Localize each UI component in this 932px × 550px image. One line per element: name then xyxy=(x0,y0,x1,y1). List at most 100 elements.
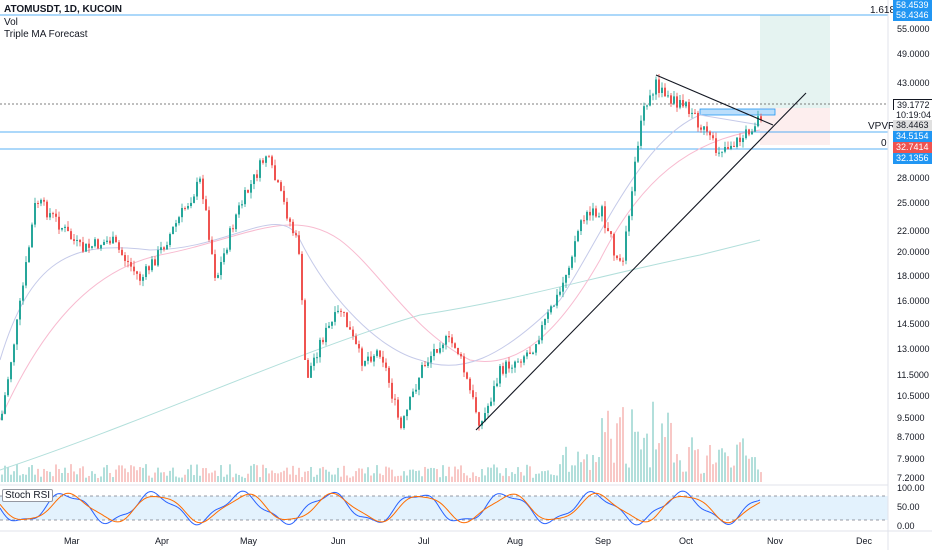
volume-bar xyxy=(262,464,264,482)
volume-bar xyxy=(502,475,504,482)
stoch-tick: 0.00 xyxy=(897,521,915,531)
volume-bar xyxy=(388,467,390,482)
volume-bar xyxy=(481,469,483,482)
candle-body xyxy=(259,160,261,178)
candle-body xyxy=(316,357,318,359)
volume-bar xyxy=(316,474,318,482)
volume-bar xyxy=(274,473,276,482)
volume-bar xyxy=(568,471,570,482)
volume-bar xyxy=(694,450,696,482)
candle-body xyxy=(208,210,210,240)
candle-body xyxy=(460,354,462,357)
candle-body xyxy=(607,228,609,232)
volume-bar xyxy=(133,466,135,482)
volume-bar xyxy=(343,465,345,482)
volume-bar xyxy=(658,443,660,482)
candle-body xyxy=(37,203,39,205)
candle-body xyxy=(292,221,294,234)
candle-body xyxy=(409,396,411,410)
candle-body xyxy=(7,379,9,396)
candle-body xyxy=(181,208,183,218)
volume-bar xyxy=(19,475,21,482)
triple-ma-label[interactable]: Triple MA Forecast xyxy=(4,29,88,40)
candle-body xyxy=(121,249,123,256)
candle-body xyxy=(172,226,174,235)
volume-bar xyxy=(283,470,285,482)
price-tick: 13.0000 xyxy=(897,344,930,354)
candle-body xyxy=(751,131,753,135)
volume-bar xyxy=(736,444,738,482)
month-label: Oct xyxy=(679,536,694,546)
candle-body xyxy=(238,205,240,215)
volume-bar xyxy=(157,467,159,482)
volume-bar xyxy=(457,469,459,482)
candle-body xyxy=(664,87,666,97)
chart-title[interactable]: ATOMUSDT, 1D, KUCOIN xyxy=(4,4,122,15)
candle-body xyxy=(571,256,573,268)
candle-body xyxy=(739,137,741,143)
candle-body xyxy=(427,362,429,366)
candle-body xyxy=(736,137,738,147)
volume-bar xyxy=(295,474,297,482)
candle-body xyxy=(277,180,279,183)
volume-bar xyxy=(700,473,702,482)
volume-bar xyxy=(247,473,249,482)
candle-body xyxy=(670,95,672,104)
candle-body xyxy=(376,350,378,356)
vol-indicator-label[interactable]: Vol xyxy=(4,17,18,28)
candle-body xyxy=(151,259,153,271)
candle-body xyxy=(535,344,537,353)
candle-body xyxy=(616,255,618,259)
candle-body xyxy=(688,102,690,114)
candle-body xyxy=(286,201,288,219)
candle-body xyxy=(649,95,651,106)
volume-bar xyxy=(361,468,363,482)
candle-body xyxy=(484,413,486,422)
candle-body xyxy=(679,100,681,108)
volume-bar xyxy=(664,437,666,482)
candle-body xyxy=(424,364,426,366)
candle-body xyxy=(106,240,108,243)
volume-bar xyxy=(529,466,531,482)
candle-body xyxy=(646,105,648,107)
price-badge-level-2: 32.1356 xyxy=(893,153,932,164)
candle-body xyxy=(610,231,612,235)
volume-bar xyxy=(679,460,681,482)
candle-body xyxy=(721,151,723,153)
candle-body xyxy=(313,357,315,366)
candle-body xyxy=(304,300,306,360)
candle-body xyxy=(139,273,141,281)
candle-body xyxy=(295,233,297,236)
candle-body xyxy=(253,174,255,185)
candle-body xyxy=(283,190,285,202)
stoch-band xyxy=(0,496,888,520)
vpvr-label[interactable]: VPVR xyxy=(868,121,896,132)
volume-bar xyxy=(493,464,495,482)
candle-body xyxy=(118,242,120,250)
stoch-rsi-label[interactable]: Stoch RSI xyxy=(2,489,54,502)
volume-bar xyxy=(448,466,450,482)
resistance-trendline xyxy=(655,74,774,126)
volume-bar xyxy=(586,454,588,482)
candle-body xyxy=(40,199,42,204)
candle-body xyxy=(367,356,369,361)
volume-bar xyxy=(661,423,663,482)
volume-bar xyxy=(526,464,528,482)
candle-body xyxy=(703,126,705,130)
month-label: Apr xyxy=(155,536,170,546)
volume-bar xyxy=(97,477,99,482)
volume-bar xyxy=(139,467,141,482)
volume-bar xyxy=(451,476,453,482)
volume-bar xyxy=(34,474,36,482)
volume-bar xyxy=(172,467,174,482)
candle-body xyxy=(700,127,702,130)
volume-bar xyxy=(166,475,168,482)
candle-body xyxy=(556,294,558,306)
candle-body xyxy=(502,366,504,374)
candle-body xyxy=(28,247,30,263)
volume-bar xyxy=(739,442,741,482)
price-tick: 7.9000 xyxy=(897,454,925,464)
candle-body xyxy=(538,340,540,345)
candle-body xyxy=(523,356,525,363)
